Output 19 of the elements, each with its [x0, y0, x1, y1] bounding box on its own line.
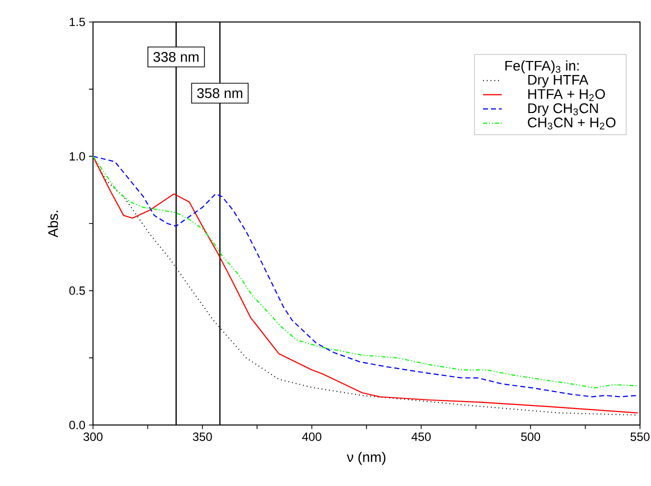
- legend-title: Fe(TFA)$_{3}$ in:: [505, 60, 579, 74]
- x-tick-label: 350: [192, 432, 212, 441]
- ref-line-label: 338 nm: [153, 52, 198, 62]
- ref-line-label: 358 nm: [197, 88, 242, 98]
- y-tick-label: 0.5: [69, 286, 85, 295]
- y-tick-label: 1.0: [70, 152, 86, 161]
- y-tick-label: 1.5: [70, 18, 85, 26]
- x-tick-label: 500: [521, 432, 540, 441]
- x-tick-label: 550: [630, 432, 650, 441]
- x-tick-label: 450: [412, 432, 431, 441]
- legend-label: Dry HTFA: [528, 75, 588, 88]
- y-axis-title: Abs.: [48, 210, 58, 238]
- x-tick-label: 300: [83, 432, 103, 441]
- y-tick-label: 0.0: [69, 420, 86, 430]
- legend-label: Dry CH$_{3}$CN: [528, 103, 598, 116]
- legend-label: HTFA + H$_{2}$O: [528, 89, 605, 101]
- legend-label: CH$_{3}$CN + H$_{2}$O: [528, 118, 616, 130]
- x-axis-title: ν (nm): [346, 452, 386, 465]
- x-tick-label: 400: [302, 432, 322, 441]
